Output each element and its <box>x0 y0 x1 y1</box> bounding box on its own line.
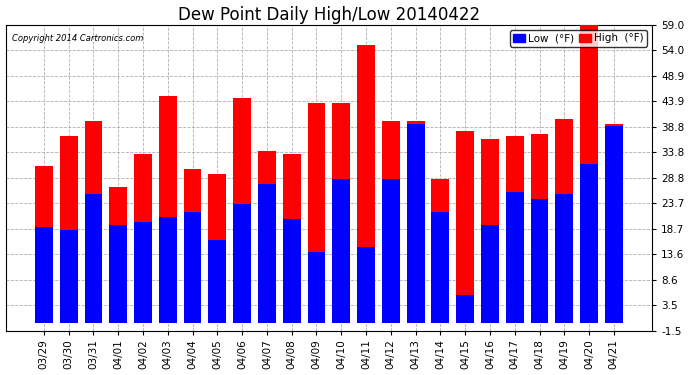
Bar <box>233 98 251 323</box>
Bar <box>382 121 400 323</box>
Bar <box>481 225 499 323</box>
Bar <box>308 104 326 323</box>
Bar <box>60 136 77 323</box>
Bar <box>555 118 573 323</box>
Bar <box>333 179 350 323</box>
Bar <box>84 194 102 323</box>
Bar <box>134 222 152 323</box>
Bar <box>580 25 598 323</box>
Bar <box>35 166 53 323</box>
Bar <box>184 212 201 323</box>
Bar <box>605 123 623 323</box>
Bar <box>258 152 276 323</box>
Bar <box>258 184 276 323</box>
Bar <box>406 123 424 323</box>
Bar <box>84 121 102 323</box>
Bar <box>109 187 127 323</box>
Title: Dew Point Daily High/Low 20140422: Dew Point Daily High/Low 20140422 <box>178 6 480 24</box>
Bar <box>159 96 177 323</box>
Bar <box>531 199 549 323</box>
Bar <box>531 134 549 323</box>
Bar <box>555 194 573 323</box>
Bar <box>333 104 350 323</box>
Bar <box>208 174 226 323</box>
Bar <box>283 219 301 323</box>
Bar <box>60 230 77 323</box>
Bar <box>506 136 524 323</box>
Bar <box>208 240 226 323</box>
Text: Copyright 2014 Cartronics.com: Copyright 2014 Cartronics.com <box>12 34 144 43</box>
Bar <box>431 212 449 323</box>
Bar <box>382 179 400 323</box>
Bar <box>406 121 424 323</box>
Bar <box>481 139 499 323</box>
Legend: Low  (°F), High  (°F): Low (°F), High (°F) <box>509 30 647 46</box>
Bar <box>456 295 474 323</box>
Bar <box>506 192 524 323</box>
Bar <box>431 179 449 323</box>
Bar <box>580 164 598 323</box>
Bar <box>357 45 375 323</box>
Bar <box>109 225 127 323</box>
Bar <box>605 126 623 323</box>
Bar <box>35 227 53 323</box>
Bar <box>283 154 301 323</box>
Bar <box>134 154 152 323</box>
Bar <box>184 169 201 323</box>
Bar <box>308 252 326 323</box>
Bar <box>357 247 375 323</box>
Bar <box>456 131 474 323</box>
Bar <box>159 217 177 323</box>
Bar <box>233 204 251 323</box>
